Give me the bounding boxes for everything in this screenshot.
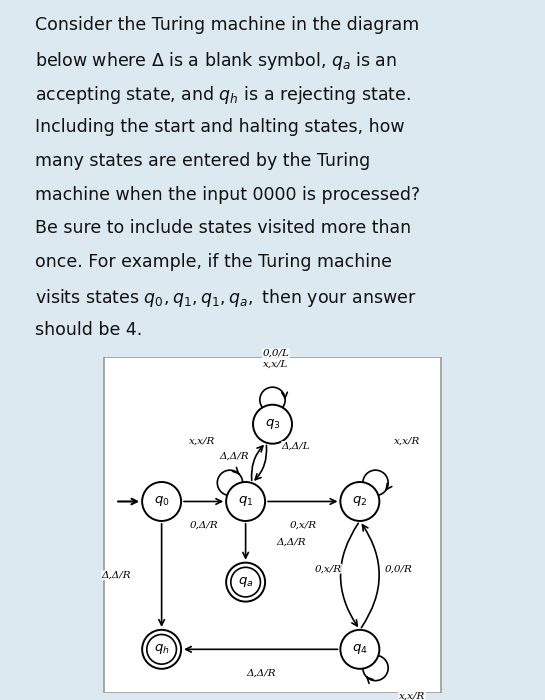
Circle shape	[226, 563, 265, 601]
Text: $q_4$: $q_4$	[352, 643, 368, 657]
FancyBboxPatch shape	[105, 357, 440, 693]
Text: Δ,Δ/R: Δ,Δ/R	[219, 452, 249, 461]
Text: 0,x/R: 0,x/R	[314, 564, 342, 573]
Text: $q_a$: $q_a$	[238, 575, 253, 589]
Text: 0,Δ/R: 0,Δ/R	[189, 521, 218, 529]
Text: $q_3$: $q_3$	[265, 417, 280, 431]
Text: Consider the Turing machine in the diagram: Consider the Turing machine in the diagr…	[35, 16, 420, 34]
Circle shape	[341, 482, 379, 521]
Text: Δ,Δ/L: Δ,Δ/L	[282, 442, 310, 451]
Text: Be sure to include states visited more than: Be sure to include states visited more t…	[35, 220, 411, 237]
Circle shape	[142, 482, 181, 521]
Text: many states are entered by the Turing: many states are entered by the Turing	[35, 152, 371, 170]
Circle shape	[142, 630, 181, 668]
Text: x,x/R: x,x/R	[399, 692, 425, 700]
Text: visits states $q_0, q_1, q_1, q_a,$ then your answer: visits states $q_0, q_1, q_1, q_a,$ then…	[35, 287, 417, 309]
Text: should be 4.: should be 4.	[35, 321, 143, 339]
Text: accepting state, and $q_h$ is a rejecting state.: accepting state, and $q_h$ is a rejectin…	[35, 84, 411, 106]
Text: 0,0/R: 0,0/R	[385, 564, 413, 573]
Text: machine when the input 0000 is processed?: machine when the input 0000 is processed…	[35, 186, 421, 204]
Text: below where Δ is a blank symbol, $q_a$ is an: below where Δ is a blank symbol, $q_a$ i…	[35, 50, 397, 72]
Text: Δ,Δ/R: Δ,Δ/R	[102, 571, 131, 580]
Circle shape	[226, 482, 265, 521]
Text: 0,x/R: 0,x/R	[289, 521, 316, 529]
Text: $q_2$: $q_2$	[352, 494, 367, 508]
Text: $q_h$: $q_h$	[154, 643, 169, 657]
Text: Including the start and halting states, how: Including the start and halting states, …	[35, 118, 405, 136]
Text: 0,0/L
x,x/L: 0,0/L x,x/L	[263, 349, 289, 368]
Circle shape	[253, 405, 292, 444]
Text: x,x/R: x,x/R	[393, 437, 420, 445]
Text: x,x/R: x,x/R	[189, 437, 215, 445]
Text: Δ,Δ/R: Δ,Δ/R	[246, 668, 276, 678]
Circle shape	[341, 630, 379, 668]
Text: once. For example, if the Turing machine: once. For example, if the Turing machine	[35, 253, 392, 272]
Text: $q_1$: $q_1$	[238, 494, 253, 508]
Text: $q_0$: $q_0$	[154, 494, 169, 508]
Text: Δ,Δ/R: Δ,Δ/R	[276, 538, 306, 546]
